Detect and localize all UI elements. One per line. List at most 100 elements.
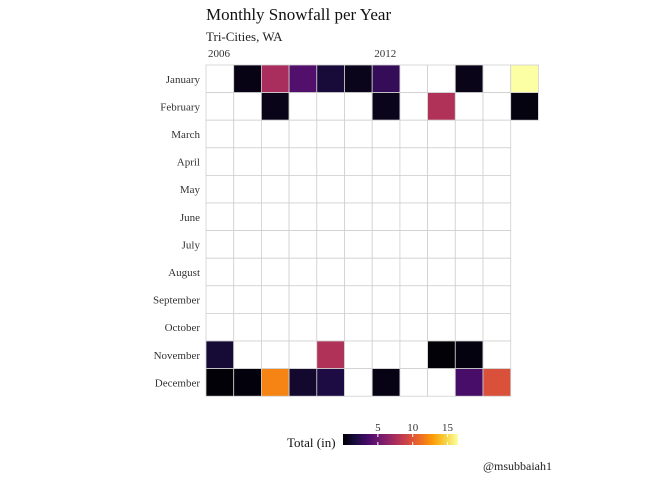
heatmap-cell-empty xyxy=(482,147,512,176)
heatmap-cell-empty xyxy=(454,202,484,232)
heatmap-cell xyxy=(233,368,262,397)
heatmap-cell-empty xyxy=(482,257,512,287)
y-tick-label: February xyxy=(160,101,200,113)
legend-title: Total (in) xyxy=(287,435,336,450)
heatmap-cell-empty xyxy=(205,202,235,232)
heatmap-cell-empty xyxy=(427,312,456,342)
y-axis-tick-labels: January February March April May June July Augu… xyxy=(153,74,201,390)
heatmap-cell xyxy=(205,340,235,370)
heatmap-cell-empty xyxy=(399,202,428,232)
heatmap-cell-empty xyxy=(316,202,345,232)
heatmap-cell-empty xyxy=(344,92,373,121)
heatmap-cell-empty xyxy=(454,92,484,121)
heatmap-cell-empty xyxy=(316,312,345,342)
heatmap-cell-empty xyxy=(454,230,484,259)
y-tick-label: March xyxy=(171,129,200,141)
heatmap-cell-empty xyxy=(482,285,512,314)
heatmap-cell-empty xyxy=(288,119,318,149)
heatmap-cell-empty xyxy=(482,64,512,94)
heatmap-cell-empty xyxy=(205,230,235,259)
heatmap-cell-empty xyxy=(344,312,373,342)
heatmap-cell-empty xyxy=(344,285,373,314)
heatmap-cell-empty xyxy=(233,285,262,314)
heatmap-cell-empty xyxy=(260,312,290,342)
heatmap-cell-empty xyxy=(205,92,235,121)
heatmap-cell-empty xyxy=(316,147,345,176)
heatmap-cell-empty xyxy=(371,202,401,232)
heatmap-cell-empty xyxy=(316,257,345,287)
y-tick-label: November xyxy=(154,350,201,362)
heatmap-cell-empty xyxy=(316,119,345,149)
heatmap-cell-empty xyxy=(482,312,512,342)
heatmap-cell xyxy=(482,368,512,397)
heatmap-cell-empty xyxy=(399,312,428,342)
heatmap-cell-empty xyxy=(427,257,456,287)
y-tick-label: December xyxy=(155,377,201,389)
heatmap-cell-empty xyxy=(260,340,290,370)
y-tick-label: September xyxy=(153,295,200,307)
heatmap-cell xyxy=(510,64,539,94)
heatmap-cell-empty xyxy=(399,119,428,149)
heatmap-cell-empty xyxy=(399,368,428,397)
heatmap-cell-empty xyxy=(233,147,262,176)
y-tick-label: May xyxy=(180,184,201,196)
heatmap-cell xyxy=(233,64,262,94)
heatmap-cell-empty xyxy=(399,147,428,176)
heatmap-cell-empty xyxy=(344,174,373,204)
heatmap-cell-empty xyxy=(316,174,345,204)
chart-title: Monthly Snowfall per Year xyxy=(206,5,391,24)
chart-subtitle: Tri-Cities, WA xyxy=(206,29,283,44)
heatmap-cell-empty xyxy=(371,147,401,176)
heatmap-cell xyxy=(288,368,318,397)
heatmap-cell-empty xyxy=(233,92,262,121)
heatmap-cell-empty xyxy=(399,285,428,314)
heatmap-cell-empty xyxy=(454,312,484,342)
y-tick-label: April xyxy=(177,157,200,169)
heatmap-cell-empty xyxy=(427,230,456,259)
heatmap-cell-empty xyxy=(427,119,456,149)
y-tick-label: October xyxy=(165,322,201,334)
x-tick-label: 2012 xyxy=(374,48,396,60)
heatmap-cell-empty xyxy=(288,312,318,342)
heatmap-cell-empty xyxy=(316,92,345,121)
heatmap-cell-empty xyxy=(233,340,262,370)
heatmap-cell xyxy=(510,92,539,121)
heatmap-cell-empty xyxy=(371,340,401,370)
heatmap-cell-empty xyxy=(288,92,318,121)
heatmap-cell-empty xyxy=(260,257,290,287)
x-tick-label: 2006 xyxy=(208,48,231,60)
y-tick-label: June xyxy=(180,212,200,224)
heatmap-cell-empty xyxy=(233,174,262,204)
heatmap-cell-empty xyxy=(399,174,428,204)
heatmap-cell-empty xyxy=(482,119,512,149)
heatmap-cell-empty xyxy=(344,257,373,287)
legend-tick-label: 5 xyxy=(375,422,381,434)
heatmap-cell-empty xyxy=(260,285,290,314)
legend-tick-label: 15 xyxy=(442,422,454,434)
heatmap-cell xyxy=(316,64,345,94)
heatmap-cell-empty xyxy=(288,174,318,204)
heatmap-cell-empty xyxy=(427,285,456,314)
heatmap-cell-empty xyxy=(344,147,373,176)
heatmap-cell xyxy=(427,92,456,121)
heatmap-cell-empty xyxy=(371,257,401,287)
heatmap-cell-empty xyxy=(233,119,262,149)
x-axis-tick-labels: 2006 2012 xyxy=(208,48,396,60)
heatmap-cell-empty xyxy=(482,202,512,232)
heatmap-cell-empty xyxy=(399,92,428,121)
legend-tick-label: 10 xyxy=(407,422,419,434)
heatmap-cell xyxy=(288,64,318,94)
heatmap-cell-empty xyxy=(371,312,401,342)
heatmap-cells xyxy=(205,64,539,397)
heatmap-cell-empty xyxy=(399,257,428,287)
heatmap-cell-empty xyxy=(344,119,373,149)
legend-tick-labels: 5 10 15 xyxy=(375,422,454,445)
heatmap-cell-empty xyxy=(344,340,373,370)
heatmap-cell-empty xyxy=(344,368,373,397)
heatmap-cell xyxy=(371,64,401,94)
heatmap-cell-empty xyxy=(371,174,401,204)
heatmap-cell xyxy=(316,368,345,397)
y-tick-label: August xyxy=(168,267,200,279)
heatmap-cell-empty xyxy=(233,257,262,287)
